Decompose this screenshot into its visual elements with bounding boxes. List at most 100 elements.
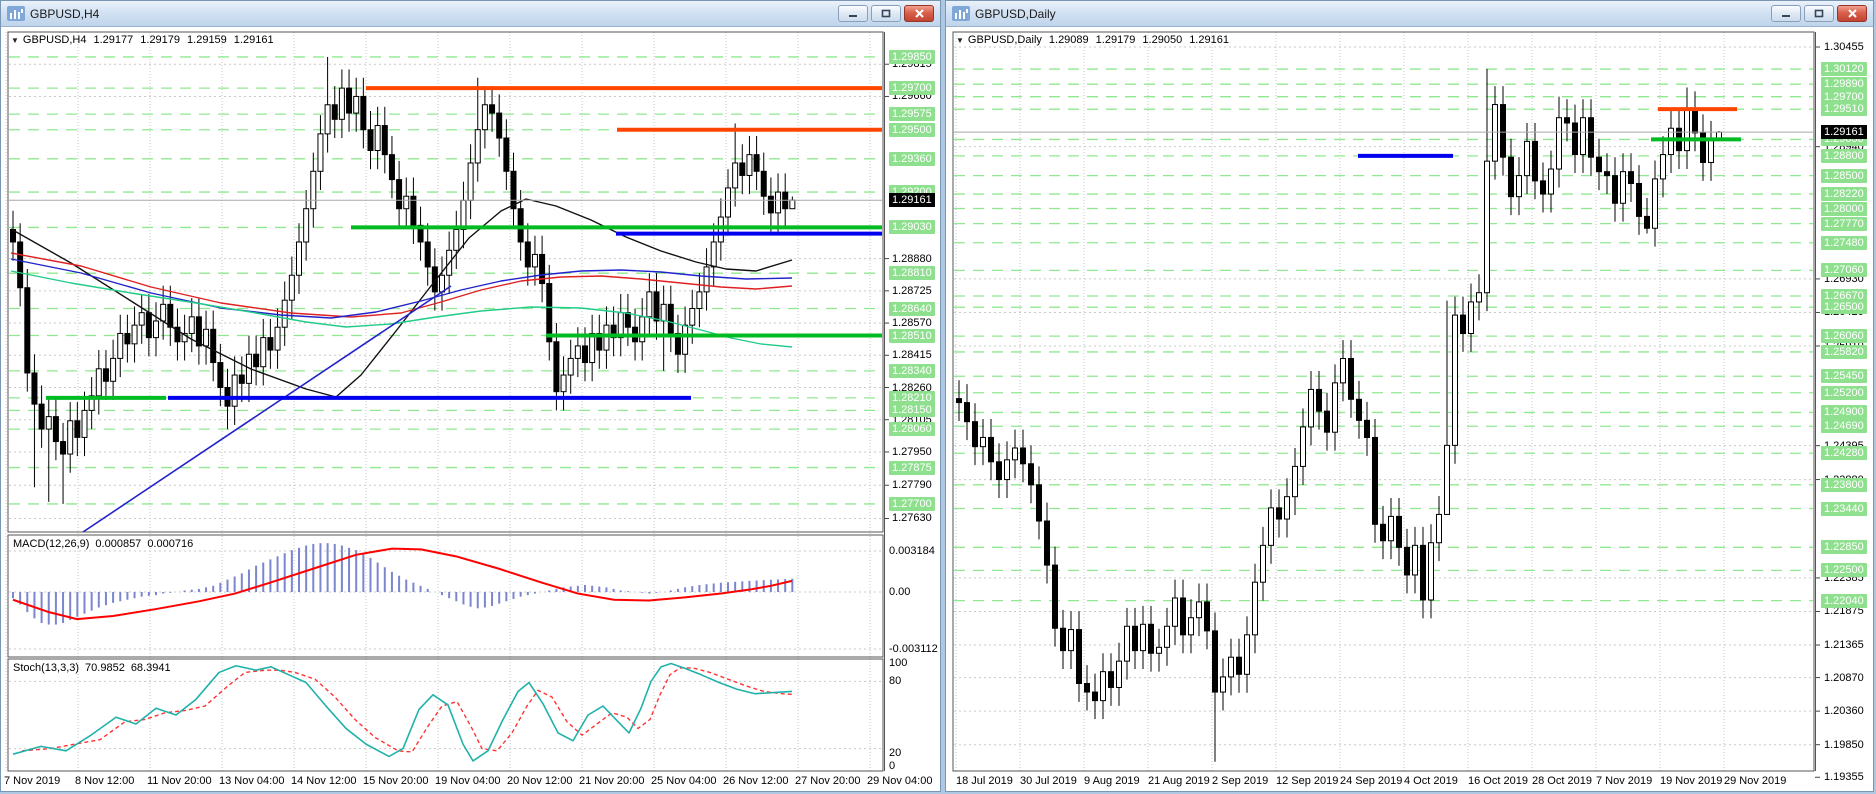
price-tick-label: 1.27790	[892, 479, 932, 491]
time-label: 25 Nov 04:00	[651, 775, 717, 787]
price-tick-label: 1.20870	[1824, 672, 1864, 684]
high-value: 1.29179	[1095, 34, 1136, 46]
price-level-label: 1.28150	[889, 403, 935, 417]
time-label: 13 Nov 04:00	[219, 775, 285, 787]
time-label: 21 Nov 20:00	[579, 775, 645, 787]
time-label: 12 Sep 2019	[1276, 775, 1339, 787]
time-axis-h4[interactable]: 7 Nov 2019 8 Nov 12:00 11 Nov 20:00 13 Nov …	[1, 774, 940, 792]
stoch-scale-label: 100	[889, 657, 908, 669]
time-label: 21 Aug 2019	[1148, 775, 1210, 787]
time-label: 18 Jul 2019	[956, 775, 1013, 787]
chart-window-daily: GBPUSD,Daily ▼ GBPUSD,Daily 1.29089 1.29179…	[945, 0, 1874, 792]
minimize-button[interactable]	[838, 5, 868, 22]
quote-infobar-daily: ▼ GBPUSD,Daily 1.29089 1.29179 1.29050 1.2916…	[956, 34, 1229, 46]
macd-scale-label: 0.00	[889, 586, 911, 598]
low-value: 1.29159	[187, 34, 227, 46]
time-label: 4 Oct 2019	[1404, 775, 1458, 787]
price-level-label: 1.29890	[1821, 77, 1867, 91]
price-level-label: 1.25820	[1821, 345, 1867, 359]
price-level-label: 1.28000	[1821, 202, 1867, 216]
price-tick-label: 1.20360	[1824, 705, 1864, 717]
time-label: 24 Sep 2019	[1340, 775, 1403, 787]
price-level-label: 1.27480	[1821, 236, 1867, 250]
price-level-label: 1.29030	[889, 220, 935, 234]
price-level-label: 1.28810	[889, 266, 935, 280]
time-label: 9 Aug 2019	[1084, 775, 1140, 787]
time-label: 14 Nov 12:00	[291, 775, 357, 787]
price-tick-label: 1.30455	[1824, 41, 1864, 53]
chevron-down-icon[interactable]: ▼	[956, 36, 964, 45]
price-level-label: 1.22500	[1821, 563, 1867, 577]
current-price-tag: 1.29161	[889, 193, 935, 207]
stoch-scale-label: 0	[889, 760, 896, 772]
price-tick-label: 1.27630	[892, 512, 932, 524]
chart-icon	[7, 6, 25, 21]
chart-canvas-daily[interactable]	[946, 1, 1873, 791]
price-level-label: 1.29360	[889, 152, 935, 166]
price-level-label: 1.24690	[1821, 419, 1867, 433]
low-value: 1.29050	[1142, 34, 1183, 46]
titlebar-daily[interactable]: GBPUSD,Daily	[946, 1, 1873, 27]
price-level-label: 1.29700	[889, 81, 935, 95]
restore-button[interactable]	[871, 5, 901, 22]
time-label: 19 Nov 04:00	[435, 775, 501, 787]
time-label: 11 Nov 20:00	[147, 775, 212, 787]
close-button[interactable]	[904, 5, 934, 22]
price-scale-daily[interactable]: 1.304551.289401.269301.264201.259101.243…	[1817, 1, 1873, 783]
price-level-label: 1.27700	[889, 497, 935, 511]
price-level-label: 1.27770	[1821, 217, 1867, 231]
price-tick-label: 1.21875	[1824, 605, 1864, 617]
time-axis-daily[interactable]: 18 Jul 2019 30 Jul 2019 9 Aug 2019 21 Aug 2…	[946, 774, 1873, 792]
price-level-label: 1.28340	[889, 364, 935, 378]
time-label: 28 Oct 2019	[1532, 775, 1592, 787]
price-level-label: 1.28510	[889, 329, 935, 343]
price-level-label: 1.23440	[1821, 502, 1867, 516]
price-level-label: 1.29700	[1821, 90, 1867, 104]
chart-window-h4: GBPUSD,H4 ▼ GBPUSD,H4 1.29177 1.29179 1.2915…	[0, 0, 941, 792]
price-level-label: 1.24280	[1821, 446, 1867, 460]
price-tick-label: 1.28415	[892, 349, 932, 361]
restore-button[interactable]	[1804, 5, 1834, 22]
price-tick-label: 1.19850	[1824, 739, 1864, 751]
time-label: 8 Nov 12:00	[75, 775, 135, 787]
price-level-label: 1.26670	[1821, 289, 1867, 303]
price-level-label: 1.22040	[1821, 594, 1867, 608]
price-tick-label: 1.21365	[1824, 639, 1864, 651]
time-label: 20 Nov 12:00	[507, 775, 573, 787]
minimize-button[interactable]	[1771, 5, 1801, 22]
titlebar-h4[interactable]: GBPUSD,H4	[1, 1, 940, 27]
current-price-tag: 1.29161	[1821, 125, 1867, 139]
chevron-down-icon[interactable]: ▼	[11, 36, 19, 45]
close-button[interactable]	[1837, 5, 1867, 22]
price-tick-label: 1.28570	[892, 317, 932, 329]
stoch-label: Stoch(13,3,3) 70.9852 68.3941	[13, 662, 171, 674]
symbol-label: GBPUSD,H4	[22, 34, 87, 46]
price-level-label: 1.30120	[1821, 62, 1867, 76]
price-level-label: 1.29575	[889, 107, 935, 121]
price-tick-label: 1.27950	[892, 446, 932, 458]
chart-canvas-h4[interactable]	[1, 1, 940, 791]
window-title: GBPUSD,H4	[30, 6, 100, 21]
price-level-label: 1.28500	[1821, 169, 1867, 183]
stoch-scale-label: 20	[889, 747, 902, 759]
time-label: 26 Nov 12:00	[723, 775, 789, 787]
time-label: 7 Nov 2019	[1596, 775, 1653, 787]
price-level-label: 1.27875	[889, 461, 935, 475]
time-label: 29 Nov 04:00	[867, 775, 933, 787]
window-title: GBPUSD,Daily	[975, 6, 1056, 21]
macd-label: MACD(12,26,9) 0.000857 0.000716	[13, 538, 194, 550]
close-value: 1.29161	[233, 34, 274, 46]
price-scale-h4[interactable]: 1.29815 1.29660 1.28880 1.28725 1.28570 1.284…	[885, 1, 941, 772]
price-tick-label: 1.28725	[892, 285, 932, 297]
macd-scale-label: -0.003112	[889, 643, 938, 655]
quote-infobar-h4: ▼ GBPUSD,H4 1.29177 1.29179 1.29159 1.29161	[11, 34, 274, 46]
high-value: 1.29179	[140, 34, 181, 46]
price-level-label: 1.27060	[1821, 263, 1867, 277]
price-tick-label: 1.19355	[1824, 771, 1864, 783]
price-level-label: 1.28640	[889, 302, 935, 316]
symbol-label: GBPUSD,Daily	[967, 34, 1042, 46]
time-label: 2 Sep 2019	[1212, 775, 1269, 787]
time-label: 7 Nov 2019	[4, 775, 61, 787]
stoch-scale-label: 80	[889, 675, 902, 687]
price-level-label: 1.25450	[1821, 369, 1867, 383]
